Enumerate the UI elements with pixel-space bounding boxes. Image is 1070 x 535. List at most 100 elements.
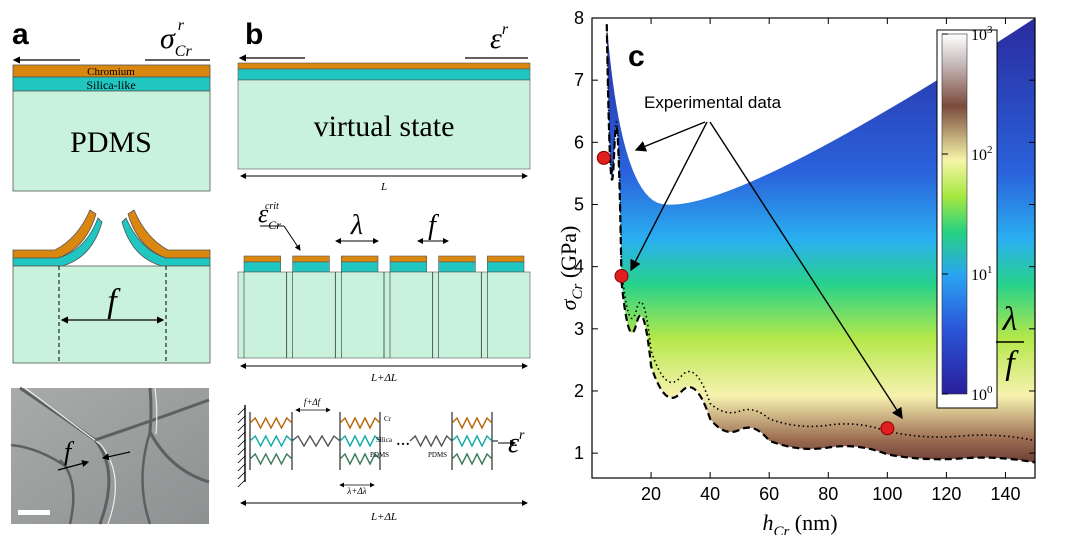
spring: [451, 434, 493, 448]
annotation-arrow-2: [630, 121, 708, 272]
fragment-silica: [243, 261, 281, 273]
y-tick-label: 5: [574, 194, 584, 214]
stress-label: σCrr: [160, 17, 192, 60]
spring: [409, 434, 453, 448]
y-tick-label: 4: [574, 257, 584, 277]
virtual-pdms: [237, 79, 531, 170]
annotation-arrow-1: [634, 121, 706, 152]
y-axis-label: σCr (GPa): [556, 226, 586, 311]
virtual-silica: [237, 68, 531, 81]
f-label-b: f: [428, 210, 439, 241]
panel-a-letter: a: [12, 18, 29, 51]
scale-bar: [18, 510, 50, 515]
heatmap-field: [606, 18, 1035, 463]
spring: [249, 434, 293, 448]
strain-label: εr: [490, 21, 509, 55]
colorbar-tick-label: 100: [971, 384, 993, 404]
experimental-points: [596, 150, 895, 436]
spring-length-label: L+ΔL: [370, 511, 397, 523]
fragment-chromium: [389, 255, 427, 263]
x-tick-label: 20: [641, 484, 661, 504]
x-tick-label: 120: [931, 484, 961, 504]
colorbar-tick-label: 101: [971, 264, 993, 284]
spring: [291, 434, 341, 448]
annotation-experimental-data: Experimental data: [644, 93, 782, 112]
colorbar-label-numerator: λ: [1002, 301, 1018, 338]
spring-pdms-label: PDMS: [370, 451, 389, 459]
y-tick-label: 2: [574, 381, 584, 401]
panel-a: a σCrr Chromium Silica-like PDMS f: [10, 17, 211, 525]
spring: [339, 416, 381, 430]
fragment-silica: [487, 261, 525, 273]
colorbar-tick-label: 102: [971, 144, 993, 164]
fragment-chromium: [341, 255, 379, 263]
x-tick-label: 140: [990, 484, 1020, 504]
fragment-silica: [292, 261, 330, 273]
micrograph-f-label: f: [64, 437, 75, 466]
y-tick-label: 1: [574, 443, 584, 463]
virtual-state-label: virtual state: [314, 110, 455, 143]
critical-strain-arrow: [283, 225, 301, 251]
lambda-label: λ: [350, 210, 363, 241]
y-tick-label: 8: [574, 8, 584, 28]
spring-model: [237, 405, 498, 488]
micrograph-arrow-right: [101, 451, 131, 461]
virtual-chromium: [237, 62, 531, 70]
length-label: L: [380, 181, 387, 193]
cracked-film-right-silica: [121, 217, 211, 267]
fragment-cuts: [243, 272, 488, 358]
spring-dots: …: [396, 434, 410, 449]
micrograph-arrow-left: [57, 460, 90, 471]
experimental-point: [880, 421, 895, 436]
spring: [249, 416, 293, 430]
x-tick-label: 80: [818, 484, 838, 504]
silica-label: Silica-like: [86, 78, 135, 92]
lower-bound-dashed-curve: [605, 24, 1035, 464]
spring-pdms-label-2: PDMS: [428, 451, 447, 459]
colorbar-ticks: 100 101 102 103: [942, 24, 993, 404]
spring-silica-label: Silica: [376, 436, 393, 444]
plot-frame: [591, 17, 1036, 479]
fragment-silica: [389, 261, 427, 273]
spring: [339, 452, 381, 466]
chromium-label: Chromium: [87, 66, 135, 78]
critical-strain-label: εCrcrit: [258, 199, 281, 232]
spring: [339, 434, 381, 448]
cracked-film-left-silica: [12, 217, 103, 267]
pdms-label: PDMS: [70, 126, 152, 159]
spring-cr-label: Cr: [384, 415, 392, 423]
y-tick-label: 3: [574, 319, 584, 339]
pdms-substrate: [12, 90, 211, 192]
spring: [451, 416, 493, 430]
y-tick-label: 7: [574, 70, 584, 90]
panel-b-letter: b: [245, 18, 263, 51]
x-tick-label: 40: [700, 484, 720, 504]
colorbar-gradient: [941, 33, 968, 395]
panel-c-letter: c: [628, 40, 645, 73]
spring-lambda-label: λ+Δλ: [346, 486, 366, 496]
annotation-arrow-3: [709, 121, 903, 420]
fragment-silica: [341, 261, 379, 273]
y-tick-label: 6: [574, 132, 584, 152]
fragment-silica: [438, 261, 476, 273]
fragment-chromium: [487, 255, 525, 263]
colorbar-tick-label: 103: [971, 24, 993, 44]
stretched-length-label: L+ΔL: [370, 372, 397, 384]
pdms-cracked: [12, 265, 211, 364]
panel-b: b εr virtual state L εCrcrit λ f L+ΔL: [237, 18, 531, 523]
fragment-chromium: [243, 255, 281, 263]
experimental-point: [614, 268, 629, 283]
panel-c-chart: 20 40 60 80 100 120 140 1 2 3 4 5 6 7 8 c Experimenta…: [556, 8, 1036, 535]
cracked-film-left: [12, 209, 97, 259]
y-axis-ticks: 1 2 3 4 5 6 7 8: [574, 8, 1035, 463]
spring: [451, 452, 493, 466]
fragment-chromium: [438, 255, 476, 263]
x-tick-label: 100: [872, 484, 902, 504]
x-tick-label: 60: [759, 484, 779, 504]
experimental-point: [596, 150, 611, 165]
fragment-row: [243, 255, 525, 273]
fragment-chromium: [292, 255, 330, 263]
x-axis-label: hCr (nm): [762, 510, 837, 535]
spring: [249, 452, 293, 466]
spring-f-label: f+Δf: [304, 397, 322, 407]
